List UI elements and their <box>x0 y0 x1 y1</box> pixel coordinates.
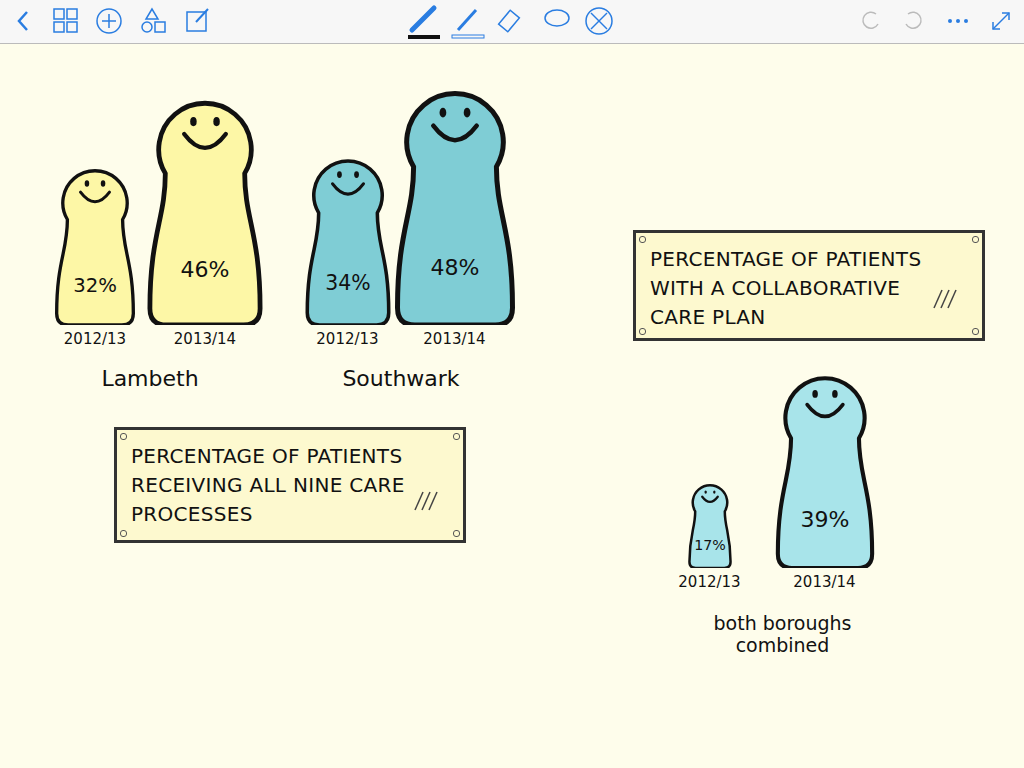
svg-text:2012/13: 2012/13 <box>678 573 740 591</box>
svg-text:2013/14: 2013/14 <box>793 573 855 591</box>
svg-text:46%: 46% <box>181 257 230 282</box>
html-text:both boroughs combined: both boroughs combined <box>713 612 852 656</box>
svg-text:2012/13: 2012/13 <box>316 330 378 348</box>
svg-text:34%: 34% <box>325 271 370 295</box>
html-text:PERCENTAGE OF PATIENTS WITH A: PERCENTAGE OF PATIENTS WITH A COLLABORAT… <box>650 247 922 329</box>
svg-text:39%: 39% <box>801 507 850 532</box>
svg-text:32%: 32% <box>73 274 117 297</box>
svg-text:48%: 48% <box>431 255 480 280</box>
svg-text:2013/14: 2013/14 <box>174 330 236 348</box>
svg-text:2013/14: 2013/14 <box>423 330 485 348</box>
html-text:PERCENTAGE OF PATIENTS RECEIVI: PERCENTAGE OF PATIENTS RECEIVING ALL NIN… <box>131 444 405 526</box>
html-text:Lambeth: Lambeth <box>101 366 199 391</box>
svg-text:17%: 17% <box>694 537 726 553</box>
html-text:Southwark: Southwark <box>342 366 460 391</box>
svg-text:2012/13: 2012/13 <box>64 330 126 348</box>
